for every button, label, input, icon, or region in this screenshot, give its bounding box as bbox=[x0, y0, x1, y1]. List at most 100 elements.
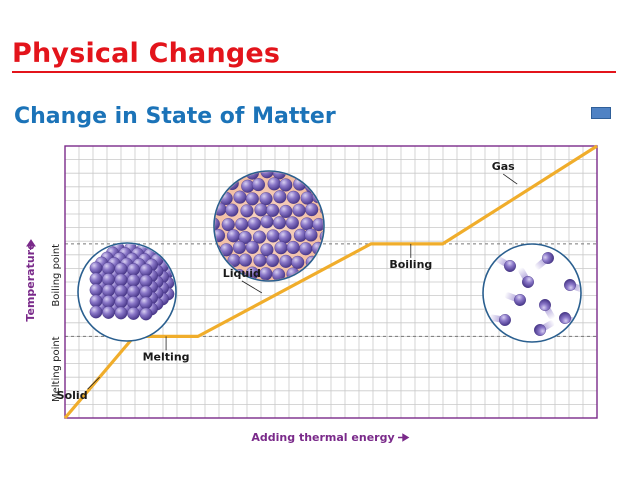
x-axis-arrow-icon bbox=[398, 433, 410, 442]
particle bbox=[260, 172, 274, 179]
particle bbox=[559, 312, 571, 324]
particle bbox=[260, 215, 274, 229]
particle bbox=[273, 190, 287, 204]
particle bbox=[102, 284, 115, 297]
particle bbox=[235, 217, 249, 231]
particle bbox=[127, 263, 140, 276]
particle bbox=[499, 314, 511, 326]
particle bbox=[292, 203, 306, 217]
particle bbox=[253, 253, 267, 267]
particle bbox=[266, 229, 280, 243]
particle bbox=[238, 253, 252, 267]
particle bbox=[102, 306, 115, 319]
reference-lines bbox=[65, 243, 597, 337]
gas-particle bbox=[534, 252, 554, 270]
y-axis-arrow-icon bbox=[26, 239, 36, 250]
particle bbox=[139, 263, 153, 277]
particle bbox=[259, 267, 273, 280]
particle bbox=[286, 240, 300, 255]
particle bbox=[279, 254, 293, 268]
particle bbox=[514, 294, 526, 306]
annotation-label: Boiling bbox=[389, 258, 432, 271]
gas-particle bbox=[489, 314, 511, 326]
particle bbox=[286, 190, 301, 204]
particle bbox=[279, 204, 293, 218]
particle bbox=[534, 324, 546, 336]
particle bbox=[267, 177, 281, 191]
particle bbox=[127, 296, 140, 309]
particle bbox=[312, 218, 323, 232]
particle bbox=[305, 203, 319, 217]
plot-frame bbox=[64, 145, 598, 419]
gas-particle bbox=[518, 267, 534, 288]
x-axis-label: Adding thermal energy bbox=[251, 431, 394, 444]
particle bbox=[266, 203, 280, 217]
particle bbox=[226, 229, 241, 243]
particle bbox=[139, 307, 153, 321]
annotation-label: Gas bbox=[492, 160, 515, 173]
particle bbox=[240, 204, 254, 218]
annotation-label: Liquid bbox=[223, 267, 261, 280]
particle bbox=[319, 202, 323, 216]
particle bbox=[259, 192, 273, 206]
particle bbox=[232, 240, 246, 254]
particle bbox=[247, 217, 261, 231]
corner-rectangle bbox=[591, 107, 611, 119]
particle bbox=[564, 279, 576, 291]
gas-particle bbox=[564, 279, 580, 293]
particle bbox=[221, 218, 235, 232]
gas-particles-icon bbox=[482, 243, 582, 343]
particle bbox=[274, 241, 288, 255]
particle bbox=[300, 191, 314, 205]
particle bbox=[102, 295, 115, 308]
title-divider bbox=[12, 71, 616, 73]
particle bbox=[272, 216, 287, 230]
slide-title: Physical Changes bbox=[12, 38, 281, 69]
particle bbox=[114, 262, 128, 276]
particle bbox=[102, 262, 115, 275]
particle bbox=[539, 299, 551, 311]
slide-subtitle: Change in State of Matter bbox=[14, 104, 336, 129]
particle bbox=[304, 228, 318, 242]
particle bbox=[522, 276, 534, 288]
particle bbox=[265, 253, 280, 267]
annotation-leader bbox=[87, 376, 100, 390]
particle bbox=[225, 203, 239, 217]
particle bbox=[245, 240, 259, 254]
particle bbox=[291, 255, 305, 269]
particle bbox=[89, 283, 103, 297]
particle bbox=[233, 190, 247, 204]
particle bbox=[260, 243, 274, 257]
particle bbox=[254, 203, 268, 217]
annotation-leader bbox=[241, 280, 263, 294]
y-tick-labels: Melting point Boiling point bbox=[51, 244, 62, 402]
annotations: Solid Melting Liquid Boiling Gas bbox=[57, 160, 518, 402]
particle bbox=[251, 178, 266, 192]
particle bbox=[127, 285, 140, 298]
particle bbox=[504, 260, 516, 272]
particle bbox=[279, 178, 293, 192]
heating-curve-line bbox=[63, 144, 598, 420]
particle bbox=[114, 284, 128, 298]
particle bbox=[272, 268, 286, 280]
particle bbox=[89, 272, 103, 286]
gas-particle bbox=[504, 292, 526, 306]
y-axis-label: Temperature bbox=[24, 242, 37, 321]
particle bbox=[102, 273, 115, 286]
gas-particle bbox=[534, 320, 555, 336]
y-tick-label: Boiling point bbox=[51, 244, 62, 307]
particle bbox=[542, 252, 554, 264]
particle bbox=[139, 285, 153, 299]
particle bbox=[285, 216, 299, 230]
particle bbox=[127, 307, 140, 320]
particle bbox=[89, 261, 103, 275]
y-tick-label: Melting point bbox=[51, 336, 62, 402]
particle bbox=[245, 192, 259, 206]
particle bbox=[114, 306, 128, 320]
annotation-label: Melting bbox=[143, 350, 190, 363]
gas-particle bbox=[495, 256, 516, 272]
particle bbox=[89, 294, 103, 308]
particle bbox=[89, 305, 103, 319]
particle bbox=[114, 295, 128, 309]
